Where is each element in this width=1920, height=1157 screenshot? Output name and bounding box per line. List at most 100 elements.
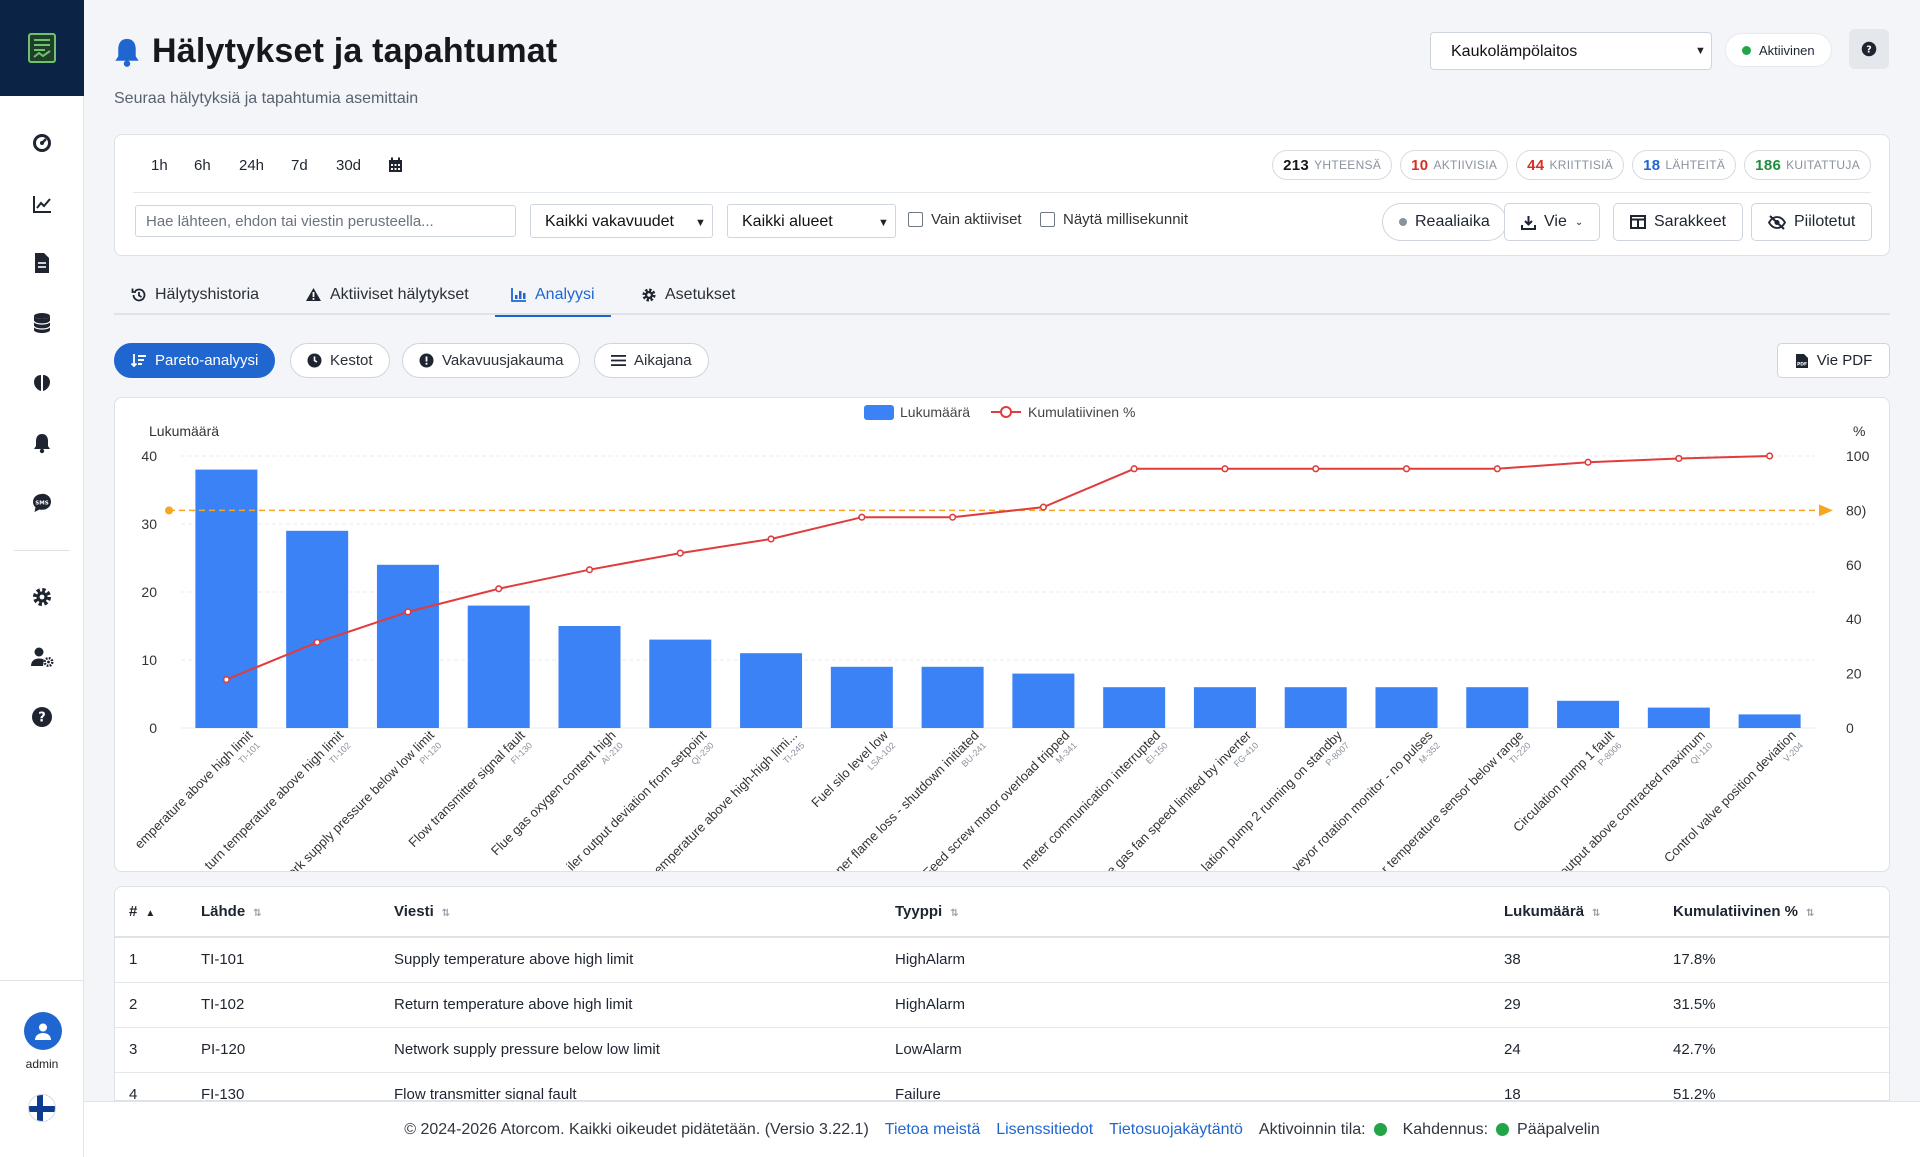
bell-icon <box>34 434 50 454</box>
app-logo[interactable] <box>0 0 84 96</box>
chart-threshold <box>165 504 1833 517</box>
range-30d[interactable]: 30d <box>336 157 362 174</box>
dashboard-gauge-icon <box>33 134 51 152</box>
cell-rank: 4 <box>115 1072 187 1100</box>
nav-users[interactable] <box>26 641 58 673</box>
nav-settings[interactable] <box>26 581 58 613</box>
gear-icon <box>642 287 656 302</box>
nav-alarms[interactable] <box>26 427 58 459</box>
list-icon <box>611 355 626 366</box>
chart-bar <box>376 564 439 728</box>
range-1h[interactable]: 1h <box>151 157 168 174</box>
cumulative-point <box>1221 465 1229 473</box>
count-acknowledged[interactable]: 186 KUITATTUJA <box>1744 150 1871 180</box>
chart-bar <box>1466 687 1529 728</box>
cumulative-point <box>585 566 594 574</box>
y-left-axis-label: Lukumäärä <box>149 423 219 439</box>
cell-message: Flow transmitter signal fault <box>380 1072 881 1100</box>
footer-privacy-link[interactable]: Tietosuojakäytäntö <box>1109 1120 1243 1138</box>
finnish-flag-icon[interactable] <box>28 1094 56 1122</box>
sort-asc-icon: ▲ <box>145 908 156 919</box>
col-source[interactable]: Lähde ⇅ <box>187 887 380 938</box>
nav-dashboard[interactable] <box>26 127 58 159</box>
chart-bar <box>1375 687 1438 728</box>
table-row[interactable]: 3 PI-120 Network supply pressure below l… <box>115 1027 1889 1073</box>
page-title: Hälytykset ja tapahtumat <box>152 32 558 70</box>
help-button[interactable]: ? <box>1849 29 1889 69</box>
range-7d[interactable]: 7d <box>291 157 308 174</box>
columns-icon <box>1630 215 1646 229</box>
subtab-timeline[interactable]: Aikajana <box>594 343 709 378</box>
area-select[interactable]: Kaikki alueet <box>727 204 896 238</box>
search-input[interactable] <box>135 205 516 237</box>
chart-bar <box>921 666 984 728</box>
chart-cumulative-line <box>222 452 1774 684</box>
nav-ai[interactable] <box>26 367 58 399</box>
cell-cumulative: 31.5% <box>1659 982 1889 1028</box>
subtab-severity[interactable]: Vakavuusjakauma <box>402 343 581 378</box>
cumulative-point <box>1402 465 1411 473</box>
tab-active-alarms[interactable]: Aktiiviset hälytykset <box>289 274 485 315</box>
table-header-row: # ▲ Lähde ⇅ Viesti ⇅ Tyyppi ⇅ Lukumäärä ⇅ Kum… <box>115 887 1889 938</box>
table-row[interactable]: 2 TI-102 Return temperature above high l… <box>115 982 1889 1028</box>
nav-sms[interactable]: SMS <box>26 487 58 519</box>
export-pdf-button[interactable]: PDF Vie PDF <box>1777 343 1890 378</box>
col-type[interactable]: Tyyppi ⇅ <box>881 887 1490 938</box>
count-total[interactable]: 213 YHTEENSÄ <box>1272 150 1393 180</box>
tab-history[interactable]: Hälytyshistoria <box>115 274 275 315</box>
x-tick-label-group: emperature above high-high limi...TI-245 <box>651 728 807 871</box>
svg-text:PDF: PDF <box>1797 361 1807 367</box>
hidden-button[interactable]: Piilotetut <box>1751 203 1873 241</box>
cell-cumulative: 17.8% <box>1659 937 1889 983</box>
y-left-tick-label: 40 <box>141 448 157 464</box>
avatar[interactable] <box>24 1012 62 1050</box>
checkbox-box[interactable] <box>1040 212 1055 227</box>
table-row[interactable]: 1 TI-101 Supply temperature above high l… <box>115 937 1889 983</box>
footer-about-link[interactable]: Tietoa meistä <box>884 1120 981 1138</box>
realtime-toggle[interactable]: Reaaliaika <box>1382 203 1507 241</box>
count-sources[interactable]: 18 LÄHTEITÄ <box>1632 150 1737 180</box>
count-critical[interactable]: 44 KRIITTISIÄ <box>1516 150 1625 180</box>
col-count[interactable]: Lukumäärä ⇅ <box>1490 887 1659 938</box>
nav-trends[interactable] <box>26 188 58 220</box>
x-tick-label-group: ner flame loss - shutdown initiatedBU-24… <box>832 728 988 871</box>
pareto-chart-card: 0 10 20 30 40 0 20 40 60 80) 100 Lukumäärä% emperat… <box>114 397 1890 872</box>
tab-analysis[interactable]: Analyysi <box>495 274 611 317</box>
station-select[interactable]: Kaukolämpölaitos <box>1430 32 1712 70</box>
show-ms-checkbox[interactable]: Näytä millisekunnit <box>1040 211 1188 228</box>
cumulative-point <box>1312 465 1320 473</box>
y-left-tick-label: 10 <box>141 652 157 668</box>
chart-bar <box>558 626 621 728</box>
footer-license-link[interactable]: Lisenssitiedot <box>996 1120 1094 1138</box>
range-6h[interactable]: 6h <box>194 157 211 174</box>
col-rank[interactable]: # ▲ <box>115 887 187 938</box>
count-active[interactable]: 10 AKTIIVISIA <box>1400 150 1509 180</box>
cell-count: 18 <box>1490 1072 1659 1100</box>
col-cumulative[interactable]: Kumulatiivinen % ⇅ <box>1659 887 1889 938</box>
checkbox-box[interactable] <box>908 212 923 227</box>
subtab-pareto[interactable]: Pareto-analyysi <box>114 343 276 378</box>
table-row[interactable]: 4 FI-130 Flow transmitter signal fault F… <box>115 1072 1889 1100</box>
nav-help[interactable]: ? <box>26 701 58 733</box>
legend-label-count: Lukumäärä <box>900 404 970 420</box>
calendar-icon[interactable] <box>388 157 403 173</box>
page-subtitle: Seuraa hälytyksiä ja tapahtumia asemitta… <box>114 90 419 107</box>
subtab-durations[interactable]: Kestot <box>290 343 390 378</box>
status-badge: Aktiivinen <box>1725 33 1832 67</box>
columns-button[interactable]: Sarakkeet <box>1613 203 1744 241</box>
cell-message: Network supply pressure below low limit <box>380 1027 881 1073</box>
export-button[interactable]: Vie ⌄ <box>1504 203 1601 241</box>
col-message[interactable]: Viesti ⇅ <box>380 887 881 938</box>
only-active-checkbox[interactable]: Vain aktiiviset <box>908 211 1022 228</box>
tab-settings[interactable]: Asetukset <box>625 274 751 315</box>
cell-rank: 1 <box>115 937 187 983</box>
nav-reports[interactable] <box>26 247 58 279</box>
nav-database[interactable] <box>26 307 58 339</box>
cell-source: TI-102 <box>187 982 380 1028</box>
y-right-tick-label: 20 <box>1846 666 1862 682</box>
range-24h[interactable]: 24h <box>239 157 265 174</box>
x-tick-label-group: ork supply pressure below low limitPI-12… <box>284 727 443 871</box>
cell-count: 29 <box>1490 982 1659 1028</box>
severity-select[interactable]: Kaikki vakavuudet <box>530 204 713 238</box>
